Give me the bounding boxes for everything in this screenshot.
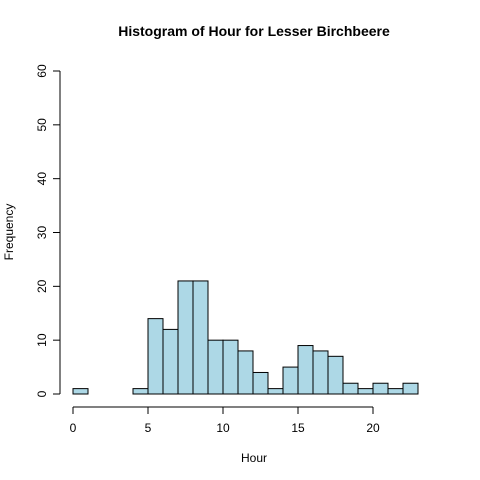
histogram-bar-18 [342, 382, 359, 395]
x-tick-label-1: 5 [145, 421, 152, 435]
y-tick-label-3: 30 [35, 226, 49, 240]
x-axis: 0 5 10 15 20 [70, 406, 380, 435]
histogram-bar-10 [222, 339, 239, 395]
histogram-bar-6 [162, 328, 179, 395]
y-tick-label-5: 50 [35, 118, 49, 132]
histogram-bar-17 [327, 355, 344, 395]
histogram-bar-19 [357, 388, 374, 395]
y-axis-label: Frequency [2, 204, 16, 261]
x-tick-label-4: 20 [366, 421, 380, 435]
histogram-bar-16 [312, 350, 329, 395]
y-tick-label-6: 60 [35, 64, 49, 78]
histogram-bar-12 [252, 371, 269, 395]
histogram-bar-7 [177, 280, 194, 395]
y-tick-label-4: 40 [35, 172, 49, 186]
histogram-bar-9 [207, 339, 224, 395]
histogram-bar-5 [147, 318, 164, 395]
x-axis-label: Hour [241, 451, 267, 465]
y-tick-label-2: 20 [35, 279, 49, 293]
histogram-bar-4 [132, 388, 149, 395]
x-tick-label-2: 10 [216, 421, 230, 435]
x-tick-label-0: 0 [70, 421, 77, 435]
histogram-bar-15 [297, 345, 314, 395]
y-axis: 0 10 20 30 40 50 60 [35, 64, 61, 397]
histogram-bar-8 [192, 280, 209, 395]
y-tick-label-0: 0 [35, 390, 49, 397]
bars-group [72, 280, 419, 395]
histogram-bar-14 [282, 366, 299, 395]
chart-title: Histogram of Hour for Lesser Birchbeere [118, 23, 390, 39]
histogram-bar-20 [372, 382, 389, 395]
histogram-bar-13 [267, 388, 284, 395]
y-tick-label-1: 10 [35, 333, 49, 347]
histogram-bar-22 [402, 382, 419, 395]
histogram-bar-11 [237, 350, 254, 395]
x-tick-label-3: 15 [291, 421, 305, 435]
histogram-bar-21 [387, 388, 404, 395]
histogram-bar-0 [72, 388, 89, 395]
